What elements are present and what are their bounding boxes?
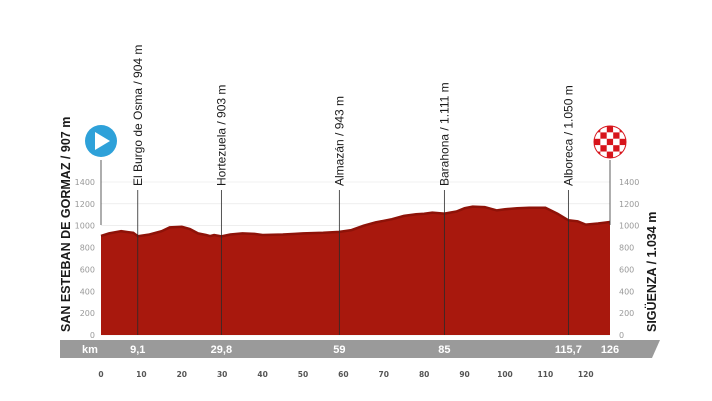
start-icon — [85, 125, 117, 157]
x-tick-label: 110 — [538, 370, 554, 379]
y-tick-label: 400 — [80, 287, 95, 296]
y-tick-label: 0 — [619, 331, 624, 340]
waypoint-markers: El Burgo de Osma / 904 m Hortezuela / 903… — [131, 45, 575, 335]
waypoint-km-label: 115,7 — [555, 344, 582, 356]
y-tick-label: 1400 — [75, 178, 95, 187]
x-tick-label: 50 — [298, 370, 308, 379]
x-tick-label: 90 — [459, 370, 469, 379]
distance-unit: km — [82, 344, 98, 356]
x-axis: 0 10 20 30 40 50 60 70 80 90 100 110 120 — [98, 370, 593, 379]
y-tick-label: 200 — [619, 309, 634, 318]
waypoint-label: Almazán / 943 m — [332, 96, 346, 186]
waypoint-km-label: 59 — [333, 344, 345, 356]
waypoint-km-label: 9,1 — [130, 344, 145, 356]
waypoint-label: El Burgo de Osma / 904 m — [131, 45, 145, 186]
waypoint-km-label: 85 — [438, 344, 450, 356]
finish-label: SIGÜENZA / 1.034 m — [644, 212, 659, 332]
x-tick-label: 40 — [257, 370, 267, 379]
x-tick-label: 30 — [217, 370, 227, 379]
distance-band — [60, 340, 660, 358]
x-tick-label: 60 — [338, 370, 348, 379]
waypoint-km-label: 29,8 — [211, 344, 232, 356]
y-tick-label: 800 — [619, 244, 634, 253]
waypoint-label: Barahona / 1.111 m — [437, 82, 451, 186]
waypoint-label: Hortezuela / 903 m — [214, 85, 228, 186]
y-tick-label: 0 — [90, 331, 95, 340]
elevation-edge — [100, 205, 611, 238]
y-tick-label: 400 — [619, 287, 634, 296]
y-tick-label: 1400 — [619, 178, 639, 187]
y-tick-label: 600 — [80, 265, 95, 274]
y-tick-label: 1000 — [75, 222, 95, 231]
waypoint-label: Alboreca / 1.050 m — [561, 85, 575, 186]
finish-km-label: 126 — [601, 344, 619, 356]
x-tick-label: 70 — [379, 370, 389, 379]
y-tick-label: 800 — [80, 244, 95, 253]
x-tick-label: 10 — [136, 370, 146, 379]
start-label: SAN ESTEBAN DE GORMAZ / 907 m — [59, 117, 73, 332]
x-tick-label: 80 — [419, 370, 429, 379]
y-tick-label: 1200 — [75, 200, 95, 209]
elevation-area — [101, 206, 610, 335]
x-tick-label: 0 — [98, 370, 103, 379]
waypoint-km-labels: 9,1 29,8 59 85 115,7 126 — [130, 344, 619, 356]
x-tick-label: 120 — [578, 370, 594, 379]
x-tick-label: 20 — [177, 370, 187, 379]
y-tick-label: 200 — [80, 309, 95, 318]
y-axis-left: 0 200 400 600 800 1000 1200 1400 — [75, 178, 95, 340]
y-tick-label: 1200 — [619, 200, 639, 209]
finish-icon — [593, 125, 627, 159]
y-tick-label: 1000 — [619, 222, 639, 231]
y-axis-right: 0 200 400 600 800 1000 1200 1400 — [619, 178, 639, 340]
x-tick-label: 100 — [497, 370, 513, 379]
y-tick-label: 600 — [619, 265, 634, 274]
